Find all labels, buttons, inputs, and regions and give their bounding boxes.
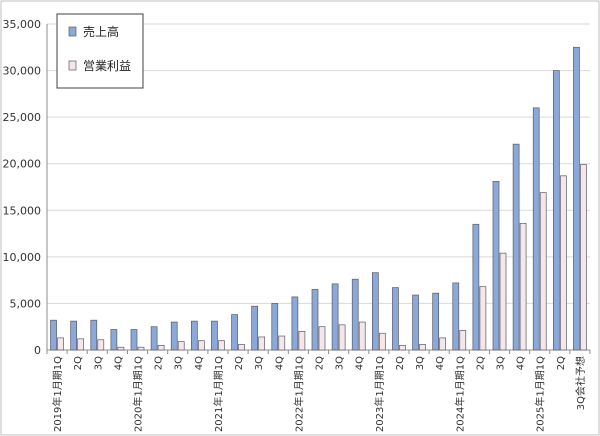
bar-operating-profit	[117, 346, 125, 351]
x-tick-label: 4Q	[435, 356, 446, 370]
bar-sales	[512, 143, 520, 351]
x-tick-label: 2025年1月期1Q	[534, 356, 547, 432]
x-tick-label: 2023年1月期1Q	[373, 356, 386, 432]
x-tick-label: 2Q	[395, 356, 406, 370]
x-tick-label: 2022年1月期1Q	[292, 356, 305, 432]
bar-sales	[150, 326, 158, 351]
y-tick-label: 5,000	[10, 297, 42, 310]
x-tick-label: 3Q	[496, 356, 507, 370]
bar-sales	[110, 329, 118, 351]
y-tick-label: 35,000	[3, 18, 42, 31]
bar-sales	[50, 319, 57, 351]
x-tick-label: 2Q	[73, 356, 84, 370]
bar-operating-profit	[278, 335, 286, 351]
bar-operating-profit	[439, 337, 447, 351]
bar-operating-profit	[177, 341, 185, 351]
bar-sales	[251, 305, 259, 351]
y-tick-label: 0	[34, 344, 41, 357]
bar-operating-profit	[197, 340, 205, 351]
bar-operating-profit	[77, 338, 85, 351]
bar-operating-profit	[298, 331, 306, 351]
x-tick-label: 2019年1月期1Q	[51, 356, 64, 432]
bar-sales	[331, 283, 339, 351]
legend-label: 営業利益	[83, 59, 131, 73]
y-tick-label: 15,000	[3, 204, 42, 217]
bar-sales	[492, 181, 500, 351]
bar-operating-profit	[137, 346, 145, 351]
bar-sales	[552, 70, 560, 351]
bar-operating-profit	[157, 344, 165, 351]
bar-sales	[70, 320, 78, 351]
bar-operating-profit	[238, 344, 245, 351]
x-tick-label: 4Q	[194, 356, 205, 370]
legend-swatch	[68, 60, 77, 71]
bar-operating-profit	[57, 337, 64, 351]
bar-sales	[351, 278, 359, 351]
bar-sales	[392, 287, 399, 351]
bar-operating-profit	[519, 222, 527, 351]
x-tick-label: 4Q	[516, 356, 527, 370]
bar-sales	[432, 292, 440, 351]
bar-operating-profit	[318, 326, 326, 351]
bar-sales	[291, 296, 299, 351]
bar-sales	[130, 329, 138, 351]
bar-operating-profit	[459, 330, 467, 351]
x-tick-label: 4Q	[355, 356, 366, 370]
bar-sales	[472, 223, 480, 351]
x-tick-label: 3Q	[174, 356, 185, 370]
bar-operating-profit	[539, 192, 547, 351]
bar-sales	[231, 314, 238, 351]
legend-swatch	[68, 26, 77, 37]
bar-operating-profit	[338, 324, 346, 351]
x-tick-label: 3Q会社予想	[574, 356, 587, 410]
bar-operating-profit	[378, 332, 386, 351]
bar-sales	[211, 320, 218, 351]
bar-sales	[412, 294, 419, 351]
y-tick-label: 25,000	[3, 111, 42, 124]
legend-box	[56, 13, 144, 89]
x-tick-label: 4Q	[113, 356, 124, 370]
bar-operating-profit	[399, 344, 406, 351]
bar-sales	[573, 46, 580, 351]
bar-operating-profit	[499, 252, 507, 351]
legend-label: 売上高	[83, 24, 119, 39]
bar-sales	[190, 320, 198, 351]
x-tick-label: 2020年1月期1Q	[132, 356, 145, 432]
bar-sales	[90, 319, 98, 351]
x-tick-label: 3Q	[93, 356, 104, 370]
bar-operating-profit	[258, 336, 266, 351]
bar-operating-profit	[358, 321, 366, 351]
x-tick-label: 2Q	[556, 356, 567, 370]
bar-sales	[452, 282, 460, 351]
x-tick-label: 2Q	[154, 356, 165, 370]
x-tick-label: 2Q	[315, 356, 326, 370]
y-tick-label: 30,000	[3, 65, 42, 78]
bar-sales	[170, 321, 178, 351]
y-tick-label: 20,000	[3, 158, 42, 171]
bar-sales	[311, 289, 319, 351]
bar-sales	[271, 303, 279, 351]
x-tick-label: 2021年1月期1Q	[212, 356, 225, 432]
bar-operating-profit	[218, 340, 225, 351]
x-tick-label: 3Q	[254, 356, 265, 370]
x-tick-label: 3Q	[335, 356, 346, 370]
y-tick-label: 10,000	[3, 251, 42, 264]
bar-sales	[532, 107, 540, 351]
bar-operating-profit	[97, 339, 105, 351]
x-tick-label: 2024年1月期1Q	[453, 356, 466, 432]
bar-operating-profit	[559, 175, 567, 351]
x-tick-label: 2Q	[234, 356, 245, 370]
bar-sales	[371, 272, 379, 351]
x-tick-label: 4Q	[274, 356, 285, 370]
x-tick-label: 3Q	[415, 356, 426, 370]
x-tick-label: 2Q	[475, 356, 486, 370]
bar-operating-profit	[479, 286, 487, 351]
bar-operating-profit	[419, 344, 426, 351]
bar-operating-profit	[580, 164, 587, 351]
